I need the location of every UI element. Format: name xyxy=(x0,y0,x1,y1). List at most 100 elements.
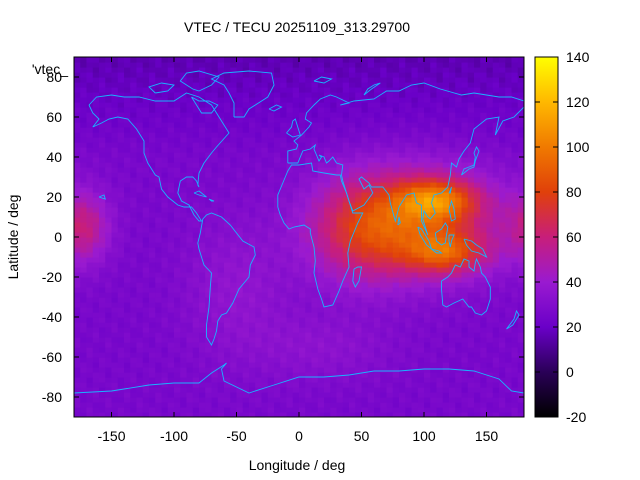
heatmap-cell xyxy=(442,272,450,278)
heatmap-cell xyxy=(292,407,300,413)
heatmap-cell xyxy=(236,122,244,128)
heatmap-cell xyxy=(467,77,475,83)
heatmap-cell xyxy=(117,187,125,193)
heatmap-cell xyxy=(380,407,388,413)
heatmap-cell xyxy=(399,167,406,173)
heatmap-cell xyxy=(342,147,350,153)
heatmap-cell xyxy=(474,352,481,358)
heatmap-cell xyxy=(149,367,156,373)
heatmap-cell xyxy=(467,197,475,203)
heatmap-cell xyxy=(317,217,325,223)
heatmap-cell xyxy=(236,197,244,203)
heatmap-cell xyxy=(486,192,494,198)
heatmap-cell xyxy=(130,377,138,383)
heatmap-cell xyxy=(330,242,338,248)
heatmap-cell xyxy=(74,162,81,168)
heatmap-cell xyxy=(205,322,213,328)
heatmap-cell xyxy=(392,177,400,183)
heatmap-cell xyxy=(124,127,131,133)
heatmap-cell xyxy=(380,112,388,118)
heatmap-cell xyxy=(255,92,263,98)
heatmap-cell xyxy=(374,387,381,393)
heatmap-cell xyxy=(392,112,400,118)
heatmap-cell xyxy=(80,372,88,378)
heatmap-cell xyxy=(74,327,81,333)
heatmap-cell xyxy=(192,397,200,403)
heatmap-cell xyxy=(330,407,338,413)
heatmap-cell xyxy=(342,142,350,148)
heatmap-cell xyxy=(411,232,419,238)
heatmap-cell xyxy=(130,407,138,413)
heatmap-cell xyxy=(355,117,363,123)
heatmap-cell xyxy=(211,377,219,383)
heatmap-cell xyxy=(380,122,388,128)
heatmap-cell xyxy=(199,127,206,133)
heatmap-cell xyxy=(130,212,138,218)
heatmap-cell xyxy=(336,387,344,393)
heatmap-cell xyxy=(267,162,275,168)
heatmap-cell xyxy=(117,172,125,178)
heatmap-cell xyxy=(74,127,81,133)
heatmap-cell xyxy=(261,157,269,163)
heatmap-cell xyxy=(267,352,275,358)
heatmap-cell xyxy=(467,117,475,123)
heatmap-cell xyxy=(299,97,306,103)
heatmap-cell xyxy=(280,292,288,298)
heatmap-cell xyxy=(242,382,250,388)
heatmap-cell xyxy=(480,392,488,398)
heatmap-cell xyxy=(474,277,481,283)
heatmap-cell xyxy=(449,372,456,378)
heatmap-cell xyxy=(117,312,125,318)
heatmap-cell xyxy=(492,92,500,98)
heatmap-cell xyxy=(224,397,231,403)
heatmap-cell xyxy=(349,77,356,83)
heatmap-cell xyxy=(255,227,263,233)
heatmap-cell xyxy=(386,392,394,398)
heatmap-cell xyxy=(230,147,238,153)
heatmap-cell xyxy=(242,147,250,153)
heatmap-cell xyxy=(236,97,244,103)
heatmap-cell xyxy=(499,112,506,118)
heatmap-cell xyxy=(167,267,175,273)
heatmap-cell xyxy=(486,172,494,178)
heatmap-cell xyxy=(174,92,181,98)
heatmap-cell xyxy=(480,337,488,343)
heatmap-cell xyxy=(130,102,138,108)
heatmap-cell xyxy=(392,402,400,408)
heatmap-cell xyxy=(430,262,438,268)
heatmap-cell xyxy=(149,297,156,303)
heatmap-cell xyxy=(74,97,81,103)
heatmap-cell xyxy=(224,92,231,98)
heatmap-cell xyxy=(74,372,81,378)
heatmap-cell xyxy=(167,147,175,153)
heatmap-cell xyxy=(311,212,319,218)
heatmap-cell xyxy=(111,182,119,188)
heatmap-cell xyxy=(230,357,238,363)
heatmap-cell xyxy=(349,147,356,153)
heatmap-cell xyxy=(292,197,300,203)
heatmap-cell xyxy=(386,127,394,133)
heatmap-cell xyxy=(324,182,331,188)
heatmap-cell xyxy=(211,292,219,298)
heatmap-cell xyxy=(474,402,481,408)
heatmap-cell xyxy=(136,107,144,113)
heatmap-cell xyxy=(236,267,244,273)
heatmap-cell xyxy=(436,407,444,413)
heatmap-cell xyxy=(192,167,200,173)
heatmap-cell xyxy=(430,357,438,363)
heatmap-cell xyxy=(80,352,88,358)
heatmap-cell xyxy=(499,332,506,338)
heatmap-cell xyxy=(417,332,425,338)
heatmap-cell xyxy=(124,292,131,298)
heatmap-cell xyxy=(292,377,300,383)
heatmap-cell xyxy=(386,217,394,223)
heatmap-cell xyxy=(274,412,281,417)
heatmap-cell xyxy=(367,372,375,378)
heatmap-cell xyxy=(217,62,225,68)
heatmap-cell xyxy=(142,252,150,258)
heatmap-cell xyxy=(155,87,163,93)
heatmap-cell xyxy=(299,157,306,163)
heatmap-cell xyxy=(224,282,231,288)
heatmap-cell xyxy=(242,107,250,113)
heatmap-cell xyxy=(417,317,425,323)
